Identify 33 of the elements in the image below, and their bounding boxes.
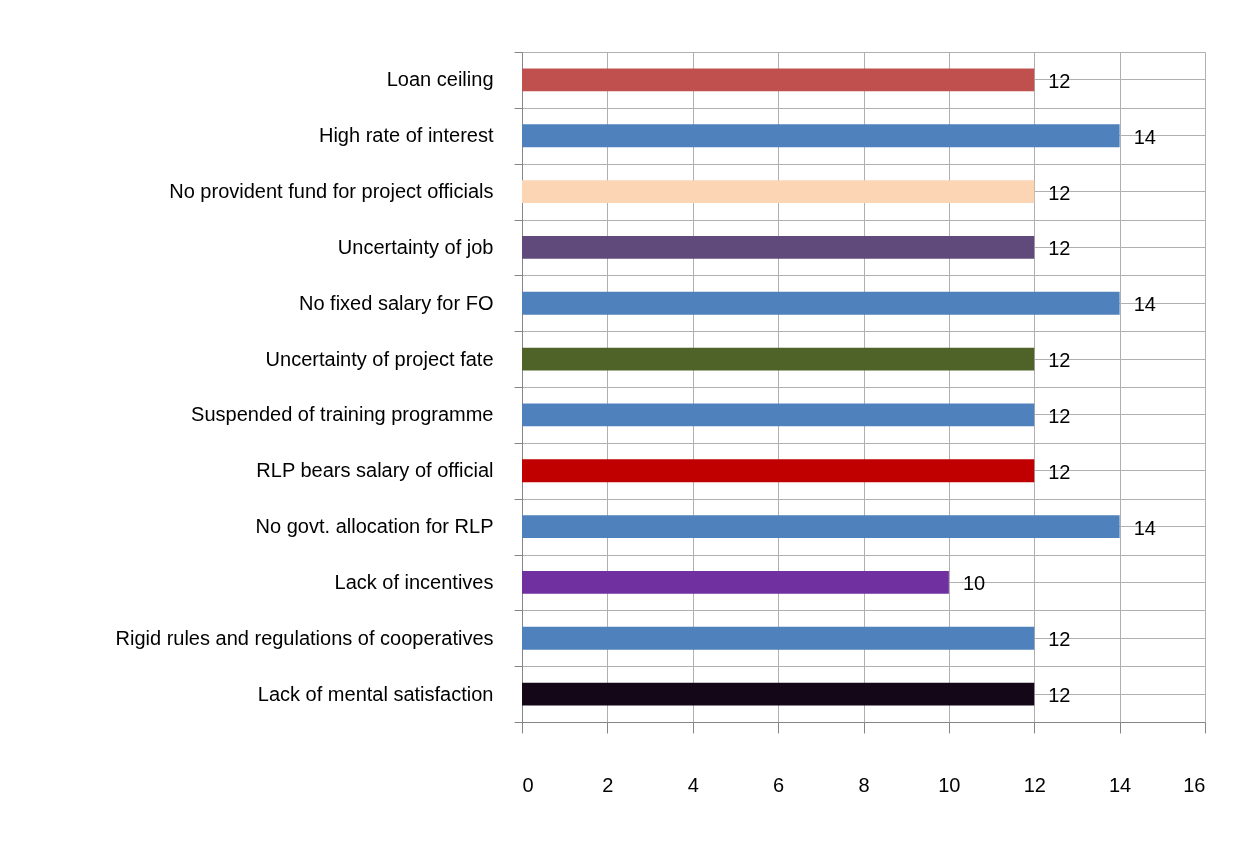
x-tick-label: 6 xyxy=(773,773,785,796)
data-label: 14 xyxy=(1133,293,1156,316)
x-tick-label: 0 xyxy=(522,773,534,796)
y-tick-label: Lack of incentives xyxy=(334,570,494,593)
data-label: 10 xyxy=(962,572,986,595)
x-tick-label: 14 xyxy=(1109,773,1132,796)
y-tick-label: No fixed salary for FO xyxy=(298,291,494,314)
data-label: 14 xyxy=(1133,125,1156,148)
x-tick-label: 12 xyxy=(1023,773,1046,796)
y-tick-label: Rigid rules and regulations of cooperatives xyxy=(115,626,494,649)
x-tick-label: 8 xyxy=(858,773,870,796)
x-tick-label: 2 xyxy=(602,773,614,796)
data-label: 12 xyxy=(1048,237,1071,260)
data-label: 14 xyxy=(1133,516,1156,539)
y-tick-label: Loan ceiling xyxy=(386,68,494,91)
y-tick-label: Suspended of training programme xyxy=(191,403,494,426)
y-tick-label: No provident fund for project officials xyxy=(169,180,494,203)
y-tick-label: High rate of interest xyxy=(318,124,494,147)
y-tick-label: No govt. allocation for RLP xyxy=(255,515,494,538)
y-tick-label: Lack of mental satisfaction xyxy=(257,682,494,705)
data-label: 12 xyxy=(1048,684,1071,707)
data-label: 12 xyxy=(1048,404,1071,427)
y-tick-label: Uncertainty of job xyxy=(337,235,494,258)
data-label: 12 xyxy=(1048,69,1071,92)
y-tick-label: RLP bears salary of official xyxy=(256,459,494,482)
data-label: 12 xyxy=(1048,349,1071,372)
x-tick-label: 4 xyxy=(687,773,699,796)
y-tick-label: Uncertainty of project fate xyxy=(265,347,494,370)
x-tick-label: 16 xyxy=(1183,773,1206,796)
data-label: 12 xyxy=(1048,628,1071,651)
x-tick-label: 10 xyxy=(938,773,961,796)
data-label: 12 xyxy=(1048,460,1071,483)
data-label: 12 xyxy=(1048,181,1071,204)
